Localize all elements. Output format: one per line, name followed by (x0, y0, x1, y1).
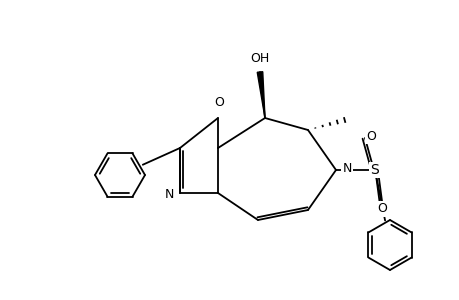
Text: S: S (370, 163, 379, 177)
Text: N: N (164, 188, 174, 201)
Text: OH: OH (250, 52, 269, 64)
Text: O: O (365, 130, 375, 142)
Polygon shape (257, 72, 264, 118)
Text: O: O (377, 202, 386, 215)
Text: O: O (213, 96, 224, 109)
Text: N: N (341, 162, 351, 175)
